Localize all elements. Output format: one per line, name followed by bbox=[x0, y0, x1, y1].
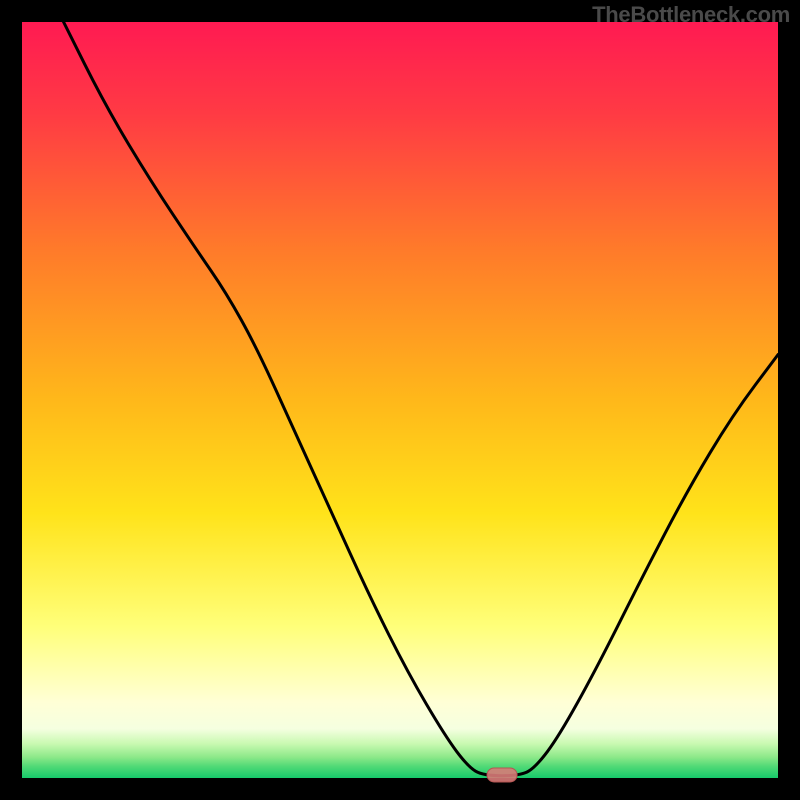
watermark-text: TheBottleneck.com bbox=[592, 2, 790, 28]
optimum-marker bbox=[487, 768, 517, 782]
plot-area bbox=[22, 22, 778, 778]
bottleneck-chart bbox=[0, 0, 800, 800]
